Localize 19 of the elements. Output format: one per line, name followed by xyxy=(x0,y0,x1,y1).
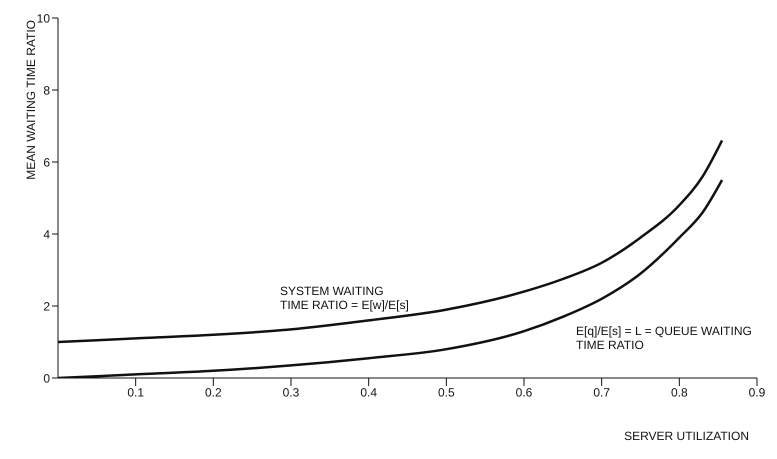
x-tick-label: 0.9 xyxy=(748,386,766,400)
y-axis-title: MEAN WAITING TIME RATIO xyxy=(24,20,38,180)
x-tick-label: 0.6 xyxy=(516,386,533,400)
y-tick-label: 2 xyxy=(43,299,50,314)
x-tick-label: 0.5 xyxy=(438,386,455,400)
x-tick-label: 0.4 xyxy=(360,386,378,400)
x-tick-label: 0.7 xyxy=(593,386,610,400)
x-tick-label: 0.8 xyxy=(670,386,688,400)
y-tick-label: 4 xyxy=(43,227,50,242)
y-tick-label: 10 xyxy=(36,11,50,26)
y-tick-label: 6 xyxy=(43,155,50,170)
annotation: SYSTEM WAITING TIME RATIO = E[w]/E[s] xyxy=(280,284,409,312)
x-tick-label: 0.3 xyxy=(282,386,300,400)
y-tick-label: 0 xyxy=(43,371,50,386)
x-tick-label: 0.2 xyxy=(204,386,222,400)
x-tick-label: 0.1 xyxy=(127,386,144,400)
y-tick-label: 8 xyxy=(43,83,50,98)
annotation: E[q]/E[s] = L = QUEUE WAITING TIME RATIO xyxy=(576,324,752,352)
x-axis-title: SERVER UTILIZATION xyxy=(624,429,749,443)
